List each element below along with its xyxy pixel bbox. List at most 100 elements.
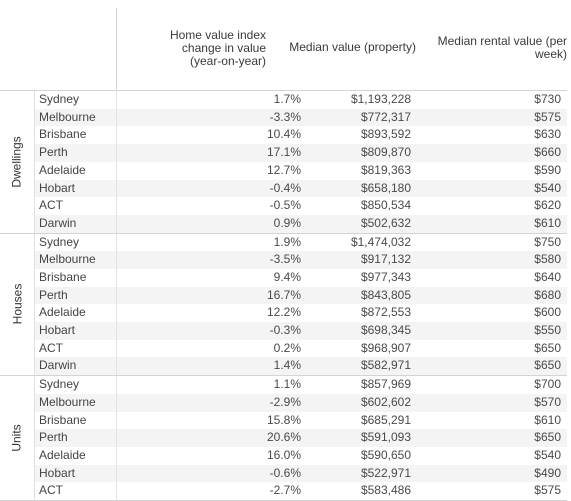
- group-dwellings: Dwellings Sydney 1.7% $1,193,228 $730 Melbour…: [0, 91, 567, 234]
- rent-cell: $610: [534, 412, 561, 427]
- rent-cell: $620: [534, 198, 561, 213]
- rent-cell: $640: [534, 269, 561, 284]
- table-row: Hobart -0.3% $698,345 $550: [35, 322, 567, 340]
- median-value-cell: $582,971: [360, 358, 411, 373]
- table-row: Adelaide 12.7% $819,363 $590: [35, 162, 567, 180]
- column-header-change: Home value index change in value (year-o…: [169, 28, 266, 68]
- city-cell: Darwin: [39, 358, 77, 373]
- group-separator: [34, 376, 35, 501]
- change-cell: 1.4%: [273, 358, 301, 373]
- rent-cell: $650: [534, 430, 561, 445]
- group-separator: [34, 233, 35, 376]
- table-row: Melbourne -3.3% $772,317 $575: [35, 108, 567, 127]
- change-cell: -2.9%: [269, 394, 301, 409]
- rent-cell: $575: [534, 483, 561, 498]
- median-value-cell: $522,971: [360, 465, 411, 480]
- table-row: Perth 16.7% $843,805 $680: [35, 286, 567, 305]
- change-cell: 12.7%: [266, 162, 301, 177]
- change-cell: 0.9%: [273, 215, 301, 230]
- change-cell: -0.6%: [269, 465, 301, 480]
- table-row: Melbourne -2.9% $602,602 $570: [35, 393, 567, 412]
- city-cell: Perth: [39, 430, 68, 445]
- median-value-cell: $977,343: [360, 269, 411, 284]
- median-value-cell: $819,363: [360, 162, 411, 177]
- table-row: Darwin 1.4% $582,971 $650: [35, 357, 567, 376]
- change-cell: 16.7%: [266, 287, 301, 302]
- change-cell: 16.0%: [266, 447, 301, 462]
- median-value-cell: $658,180: [360, 180, 411, 195]
- median-value-cell: $843,805: [360, 287, 411, 302]
- group-separator: [34, 91, 35, 233]
- group-units: Units Sydney 1.1% $857,969 $700 Melbourne -2.9…: [0, 376, 567, 501]
- table-row: Perth 20.6% $591,093 $650: [35, 429, 567, 447]
- rent-cell: $580: [534, 252, 561, 267]
- median-value-cell: $968,907: [360, 340, 411, 355]
- rent-cell: $540: [534, 180, 561, 195]
- city-cell: Hobart: [39, 180, 76, 195]
- change-cell: 1.7%: [273, 92, 301, 106]
- city-cell: Brisbane: [39, 127, 87, 142]
- city-cell: Perth: [39, 145, 68, 160]
- group-label: Dwellings: [0, 91, 34, 233]
- change-cell: 15.8%: [266, 412, 301, 427]
- column-header-median-value: Median value (property): [289, 40, 416, 54]
- city-cell: Darwin: [39, 215, 77, 230]
- table-row: Sydney 1.9% $1,474,032 $750: [35, 234, 567, 252]
- rent-cell: $590: [534, 162, 561, 177]
- table-row: ACT -2.7% $583,486 $575: [35, 482, 567, 500]
- median-value-cell: $917,132: [360, 252, 411, 267]
- median-value-cell: $872,553: [360, 305, 411, 320]
- median-value-cell: $685,291: [360, 412, 411, 427]
- table-row: Sydney 1.1% $857,969 $700: [35, 376, 567, 394]
- change-cell: 1.9%: [273, 234, 301, 249]
- change-cell: 9.4%: [273, 269, 301, 284]
- city-cell: Melbourne: [39, 252, 96, 267]
- median-value-cell: $1,474,032: [350, 234, 411, 249]
- group-label-text: Dwellings: [10, 136, 25, 188]
- column-divider: [116, 91, 117, 233]
- column-divider: [116, 233, 117, 376]
- rent-cell: $575: [534, 109, 561, 124]
- city-cell: Brisbane: [39, 412, 87, 427]
- median-value-cell: $591,093: [360, 430, 411, 445]
- table-row: ACT -0.5% $850,534 $620: [35, 197, 567, 215]
- city-cell: Adelaide: [39, 162, 86, 177]
- change-cell: 0.2%: [273, 340, 301, 355]
- table-row: Adelaide 12.2% $872,553 $600: [35, 304, 567, 322]
- change-cell: -0.3%: [269, 323, 301, 338]
- table-row: Melbourne -3.5% $917,132 $580: [35, 251, 567, 269]
- city-cell: Sydney: [39, 92, 80, 106]
- table-row: Hobart -0.4% $658,180 $540: [35, 179, 567, 198]
- rent-cell: $650: [534, 340, 561, 355]
- table-row: Hobart -0.6% $522,971 $490: [35, 464, 567, 483]
- rent-cell: $660: [534, 145, 561, 160]
- group-label: Units: [0, 376, 34, 500]
- change-cell: 12.2%: [266, 305, 301, 320]
- median-value-cell: $502,632: [360, 215, 411, 230]
- header-underline: [116, 0, 567, 91]
- change-cell: 17.1%: [266, 145, 301, 160]
- table-row: ACT 0.2% $968,907 $650: [35, 340, 567, 358]
- group-houses: Houses Sydney 1.9% $1,474,032 $750 Melbourne -…: [0, 233, 567, 377]
- change-cell: 10.4%: [266, 127, 301, 142]
- table-row: Brisbane 9.4% $977,343 $640: [35, 269, 567, 287]
- rent-cell: $680: [534, 287, 561, 302]
- right-edge: [567, 0, 568, 500]
- rent-cell: $540: [534, 447, 561, 462]
- rent-cell: $730: [534, 92, 561, 106]
- city-cell: Brisbane: [39, 269, 87, 284]
- rent-cell: $490: [534, 465, 561, 480]
- city-cell: Adelaide: [39, 447, 86, 462]
- city-cell: Sydney: [39, 234, 80, 249]
- rent-cell: $600: [534, 305, 561, 320]
- median-value-cell: $809,870: [360, 145, 411, 160]
- city-cell: Melbourne: [39, 109, 96, 124]
- median-value-cell: $850,534: [360, 198, 411, 213]
- change-cell: 1.1%: [273, 377, 301, 392]
- rent-cell: $630: [534, 127, 561, 142]
- column-divider: [116, 376, 117, 501]
- table-row: Sydney 1.7% $1,193,228 $730: [35, 91, 567, 109]
- change-cell: 20.6%: [266, 430, 301, 445]
- median-value-cell: $590,650: [360, 447, 411, 462]
